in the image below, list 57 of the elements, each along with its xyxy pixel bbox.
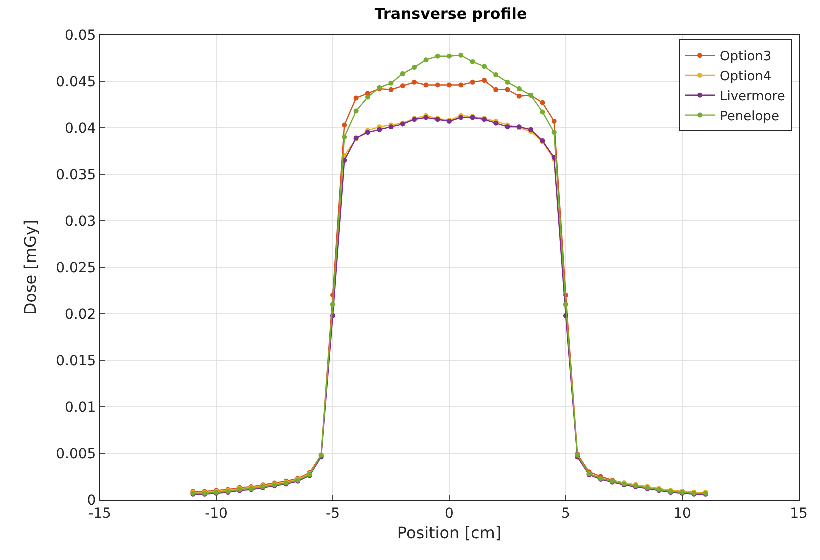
legend-label: Option3 — [720, 50, 772, 65]
point — [388, 87, 394, 92]
point — [412, 80, 418, 85]
y-tick-label: 0.015 — [56, 353, 96, 370]
y-tick-label: 0.035 — [56, 167, 96, 184]
point — [494, 72, 499, 78]
point — [354, 96, 359, 101]
x-tick-label: 0 — [445, 506, 454, 522]
point — [354, 108, 359, 114]
y-tick-label: 0.03 — [65, 214, 96, 230]
point — [435, 82, 440, 88]
y-tick-label: 0.045 — [56, 74, 96, 90]
point — [342, 122, 348, 128]
point — [424, 82, 429, 88]
point — [505, 80, 510, 85]
point — [400, 84, 406, 89]
y-tick-label: 0.005 — [56, 446, 96, 462]
y-tick-label: 0.02 — [65, 306, 96, 323]
point — [516, 94, 522, 99]
y-tick-label: 0.04 — [65, 120, 96, 137]
point — [365, 94, 370, 100]
y-tick-label: 0.05 — [65, 28, 96, 44]
x-tick-label: 15 — [790, 506, 808, 522]
legend-label: Penelope — [720, 109, 780, 124]
legend-label: Livermore — [720, 89, 786, 104]
x-tick-label: 10 — [674, 506, 692, 522]
point — [342, 134, 348, 140]
point — [412, 65, 418, 70]
point — [400, 72, 406, 77]
point — [505, 87, 510, 92]
point — [470, 80, 476, 85]
x-tick-label: -10 — [205, 506, 228, 522]
x-axis-title: Position [cm] — [397, 524, 502, 542]
point — [458, 82, 464, 88]
point — [482, 64, 487, 70]
y-tick-label: 0.025 — [56, 260, 96, 276]
point — [435, 54, 440, 59]
point — [494, 87, 499, 92]
y-axis-title: Dose [mGy] — [21, 220, 40, 316]
point — [458, 52, 464, 58]
point — [552, 118, 557, 124]
point — [447, 82, 452, 88]
point — [470, 59, 476, 64]
point — [540, 110, 546, 115]
point — [516, 86, 522, 92]
y-tick-label: 0.01 — [65, 400, 96, 416]
x-tick-label: 5 — [562, 506, 570, 522]
chart-title: Transverse profile — [374, 4, 528, 23]
point — [552, 130, 557, 136]
x-tick-label: -5 — [326, 506, 340, 522]
point — [482, 78, 487, 84]
point — [447, 54, 452, 59]
point — [377, 127, 382, 132]
point — [388, 80, 394, 86]
legend-label: Option4 — [720, 70, 772, 85]
point — [540, 100, 546, 106]
point — [424, 58, 429, 63]
